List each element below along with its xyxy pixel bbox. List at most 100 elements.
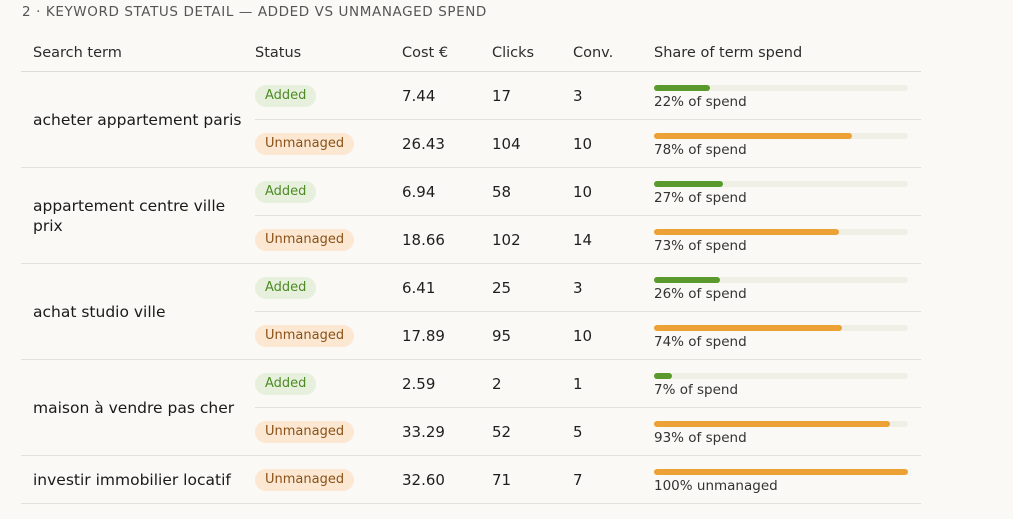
share-label: 100% unmanaged [654, 478, 778, 494]
conversions-cell: 10 [561, 311, 642, 360]
share-label: 7% of spend [654, 382, 739, 398]
share-bar-fill [654, 469, 908, 475]
table-row[interactable]: achat studio ville Added 6.41 25 3 26% of spe… [21, 263, 921, 360]
status-cell: Added [255, 359, 390, 408]
conversions-cell: 3 [561, 263, 642, 312]
cost-cell: 18.66 [390, 215, 480, 264]
table-row[interactable]: acheter appartement paris Added 7.44 17 3 22%… [21, 71, 921, 168]
share-bar-track [654, 277, 908, 283]
share-cell: 100% unmanaged [642, 455, 921, 504]
status-badge: Added [255, 84, 317, 107]
header-status[interactable]: Status [255, 34, 390, 72]
status-cell: Added [255, 263, 390, 312]
share-cell: 93% of spend [642, 407, 921, 456]
table-row[interactable]: investir immobilier locatif Unmanaged 32.6… [21, 455, 921, 504]
search-term-cell: investir immobilier locatif [21, 455, 255, 504]
status-badge: Unmanaged [255, 324, 355, 347]
share-cell: 78% of spend [642, 119, 921, 168]
status-cell: Added [255, 71, 390, 120]
share-bar-fill [654, 181, 723, 187]
status-cell: Unmanaged [255, 311, 390, 360]
share-bar-fill [654, 277, 721, 283]
share-bar-track [654, 229, 908, 235]
share-cell: 74% of spend [642, 311, 921, 360]
cost-cell: 6.41 [390, 263, 480, 312]
status-badge: Unmanaged [255, 228, 355, 251]
table-row[interactable]: Unmanaged 18.66 102 14 73% of spend [21, 215, 921, 264]
share-bar-track [654, 469, 908, 475]
clicks-cell: 52 [480, 407, 561, 456]
conversions-cell: 7 [561, 455, 642, 504]
share-label: 93% of spend [654, 430, 747, 446]
header-cost[interactable]: Cost € [390, 34, 480, 72]
share-label: 73% of spend [654, 238, 747, 254]
share-cell: 27% of spend [642, 167, 921, 216]
share-cell: 7% of spend [642, 359, 921, 408]
status-cell: Unmanaged [255, 455, 390, 504]
table-header-row: Search term Status Cost € Clicks Conv. S… [21, 34, 921, 72]
clicks-cell: 104 [480, 119, 561, 168]
search-term-cell: achat studio ville [21, 263, 255, 360]
table-row[interactable]: appartement centre ville prix Added 6.94 58… [21, 167, 921, 264]
clicks-cell: 71 [480, 455, 561, 504]
cost-cell: 6.94 [390, 167, 480, 216]
header-share-of-spend[interactable]: Share of term spend [642, 34, 921, 72]
clicks-cell: 17 [480, 71, 561, 120]
share-cell: 22% of spend [642, 71, 921, 120]
share-cell: 73% of spend [642, 215, 921, 264]
conversions-cell: 1 [561, 359, 642, 408]
share-bar-track [654, 421, 908, 427]
status-badge: Unmanaged [255, 468, 355, 491]
search-term-cell: appartement centre ville prix [21, 167, 255, 264]
header-search-term[interactable]: Search term [21, 34, 255, 72]
clicks-cell: 102 [480, 215, 561, 264]
status-cell: Added [255, 167, 390, 216]
table-row[interactable]: maison à vendre pas cher Added 2.59 2 1 7% of… [21, 359, 921, 456]
cost-cell: 33.29 [390, 407, 480, 456]
table-body: acheter appartement paris Added 7.44 17 3 22%… [21, 71, 921, 504]
conversions-cell: 3 [561, 71, 642, 120]
search-term-cell: acheter appartement paris [21, 71, 255, 168]
share-cell: 26% of spend [642, 263, 921, 312]
conversions-cell: 10 [561, 119, 642, 168]
status-cell: Unmanaged [255, 119, 390, 168]
header-clicks[interactable]: Clicks [480, 34, 561, 72]
share-label: 26% of spend [654, 286, 747, 302]
share-bar-fill [654, 85, 710, 91]
status-badge: Added [255, 276, 317, 299]
share-bar-fill [654, 373, 672, 379]
share-bar-track [654, 181, 908, 187]
status-badge: Added [255, 180, 317, 203]
share-bar-track [654, 325, 908, 331]
cost-cell: 26.43 [390, 119, 480, 168]
search-term-cell: maison à vendre pas cher [21, 359, 255, 456]
keyword-status-table: Search term Status Cost € Clicks Conv. S… [21, 34, 921, 504]
cost-cell: 7.44 [390, 71, 480, 120]
clicks-cell: 58 [480, 167, 561, 216]
share-bar-track [654, 85, 908, 91]
conversions-cell: 5 [561, 407, 642, 456]
table-row[interactable]: Unmanaged 17.89 95 10 74% of spend [21, 311, 921, 360]
share-bar-fill [654, 229, 840, 235]
clicks-cell: 2 [480, 359, 561, 408]
share-bar-track [654, 133, 908, 139]
status-cell: Unmanaged [255, 407, 390, 456]
section-title: 2 · KEYWORD STATUS DETAIL — ADDED VS UNM… [22, 4, 487, 20]
status-badge: Added [255, 372, 317, 395]
status-badge: Unmanaged [255, 132, 355, 155]
conversions-cell: 10 [561, 167, 642, 216]
conversions-cell: 14 [561, 215, 642, 264]
cost-cell: 2.59 [390, 359, 480, 408]
table-row[interactable]: Unmanaged 33.29 52 5 93% of spend [21, 407, 921, 456]
share-bar-fill [654, 133, 853, 139]
header-conversions[interactable]: Conv. [561, 34, 642, 72]
share-bar-fill [654, 421, 891, 427]
share-label: 22% of spend [654, 94, 747, 110]
cost-cell: 32.60 [390, 455, 480, 504]
table-row[interactable]: Unmanaged 26.43 104 10 78% of spend [21, 119, 921, 168]
share-bar-fill [654, 325, 842, 331]
status-cell: Unmanaged [255, 215, 390, 264]
cost-cell: 17.89 [390, 311, 480, 360]
share-bar-track [654, 373, 908, 379]
share-label: 74% of spend [654, 334, 747, 350]
